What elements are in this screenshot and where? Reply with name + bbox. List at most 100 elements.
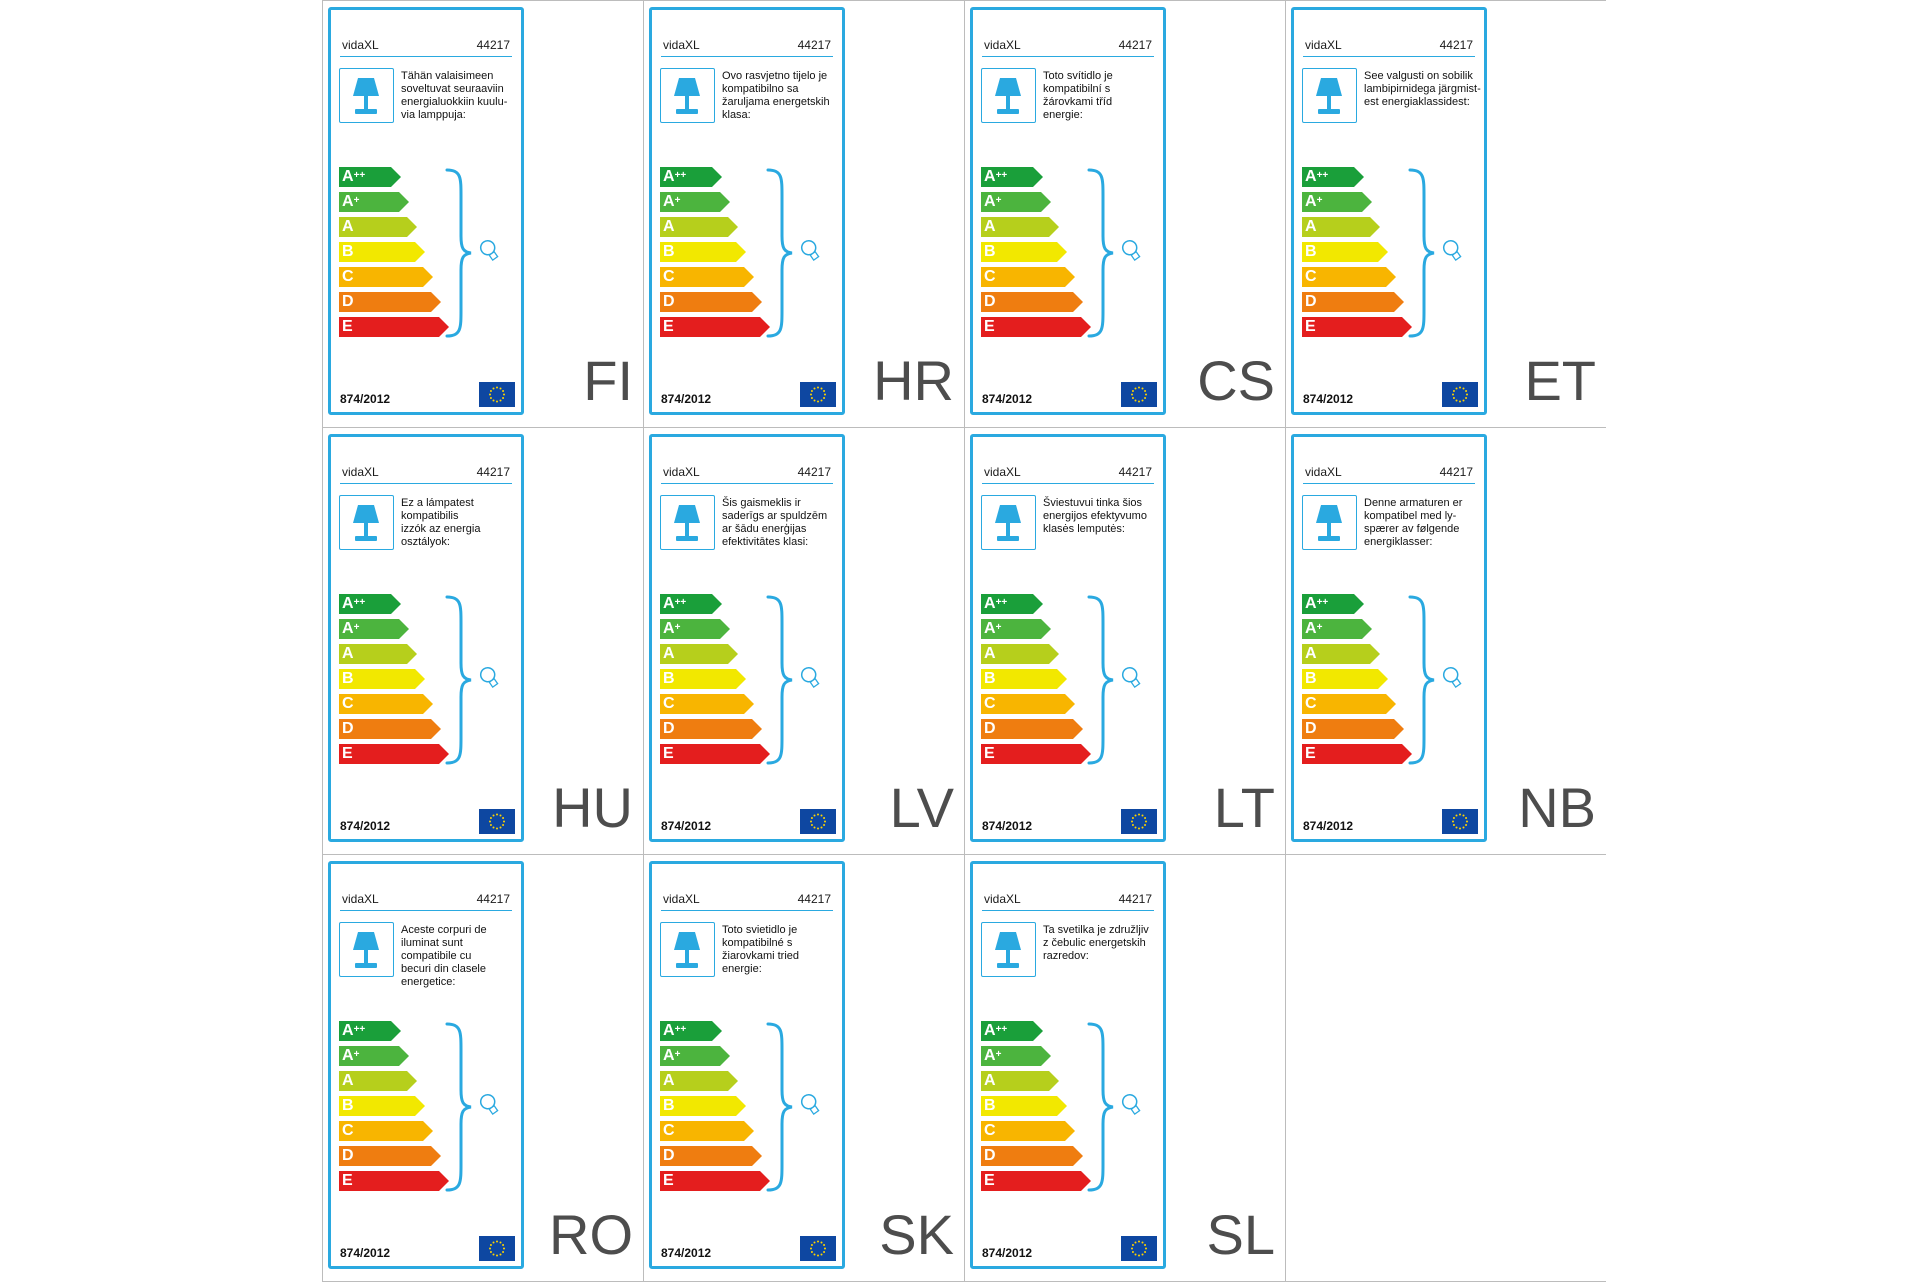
product-number: 44217 (797, 892, 831, 906)
energy-class-name: D (342, 720, 354, 737)
eu-flag-icon (1121, 1236, 1157, 1261)
energy-class-letter: D (660, 719, 675, 739)
energy-class-name: A (984, 1047, 996, 1064)
energy-class-name: A (342, 193, 354, 210)
eu-flag-icon (1442, 809, 1478, 834)
eu-flag-icon (479, 809, 515, 834)
energy-class-letter: E (1302, 317, 1316, 337)
regulation-number: 874/2012 (1303, 819, 1354, 833)
energy-class-arrow: E (981, 1171, 1091, 1191)
energy-class-letter: A++ (981, 594, 1007, 614)
energy-class-name: E (663, 745, 674, 762)
compatibility-text: Aceste corpuri de iluminat sunt compatib… (401, 924, 487, 988)
energy-class-arrow: B (660, 242, 746, 262)
energy-class-letter: A+ (1302, 619, 1322, 639)
table-lamp-icon (339, 495, 394, 550)
energy-class-letter: C (981, 267, 996, 287)
energy-class-arrow: A++ (660, 167, 722, 187)
table-lamp-icon (1302, 495, 1357, 550)
regulation-number: 874/2012 (661, 392, 712, 406)
energy-class-letter: C (660, 267, 675, 287)
label-cell: vidaXL 44217 Toto svietidlo je kompatibiln… (644, 855, 964, 1281)
label-header: vidaXL 44217 (661, 38, 833, 57)
energy-class-letter: C (339, 1121, 354, 1141)
energy-class-arrow: A++ (981, 167, 1043, 187)
compatibility-text: Ta svetilka je združljiv z čebulic energ… (1043, 924, 1149, 962)
energy-class-letter: B (1302, 242, 1317, 262)
energy-class-arrow: C (339, 1121, 433, 1141)
energy-class-arrow: B (1302, 669, 1388, 689)
light-bulb-icon (478, 1090, 502, 1125)
energy-class-arrow: D (339, 292, 441, 312)
energy-class-arrow: A (1302, 217, 1380, 237)
table-lamp-icon (981, 68, 1036, 123)
energy-class-arrow: B (981, 1096, 1067, 1116)
label-cell: vidaXL 44217 Denne armaturen er kompatibel… (1286, 428, 1606, 854)
energy-class-arrow: A+ (981, 619, 1051, 639)
curly-brace (764, 593, 794, 772)
energy-class-arrow: A+ (660, 1046, 730, 1066)
energy-class-arrow: A (339, 644, 417, 664)
light-bulb-icon (799, 1090, 823, 1125)
energy-class-arrow: B (660, 1096, 746, 1116)
regulation-number: 874/2012 (340, 1246, 391, 1260)
energy-class-letter: E (660, 317, 674, 337)
energy-class-arrow: A (339, 1071, 417, 1091)
product-number: 44217 (797, 38, 831, 52)
regulation-number: 874/2012 (982, 392, 1033, 406)
label-cell: vidaXL 44217 Šviestuvui tinka šios energij… (965, 428, 1285, 854)
energy-class-name: A (984, 1072, 996, 1089)
energy-class-name: B (663, 1097, 675, 1114)
energy-class-name: C (1305, 268, 1317, 285)
curly-brace (764, 1020, 794, 1199)
energy-class-letter: A (339, 217, 354, 237)
energy-class-suffix: + (674, 622, 681, 633)
light-bulb-icon (799, 663, 823, 698)
energy-class-letter: A++ (339, 594, 365, 614)
brand-name: vidaXL (984, 892, 1021, 906)
energy-class-arrow: C (339, 694, 433, 714)
product-number: 44217 (797, 465, 831, 479)
energy-class-name: A (984, 193, 996, 210)
energy-class-letter: A++ (981, 167, 1007, 187)
energy-class-arrow: A+ (660, 192, 730, 212)
language-code: HR (873, 349, 954, 412)
energy-class-name: B (342, 243, 354, 260)
label-header: vidaXL 44217 (1303, 38, 1475, 57)
label-header: vidaXL 44217 (982, 465, 1154, 484)
product-number: 44217 (476, 465, 510, 479)
energy-class-letter: A (1302, 217, 1317, 237)
energy-class-name: D (1305, 293, 1317, 310)
brand-name: vidaXL (342, 892, 379, 906)
energy-class-arrow: C (981, 1121, 1075, 1141)
energy-class-arrow: A+ (981, 1046, 1051, 1066)
energy-class-letter: D (1302, 719, 1317, 739)
energy-class-name: E (663, 318, 674, 335)
brand-name: vidaXL (663, 38, 700, 52)
energy-class-suffix: ++ (674, 1024, 687, 1035)
energy-class-name: B (663, 670, 675, 687)
energy-class-arrow: E (981, 744, 1091, 764)
energy-class-name: A (984, 1022, 996, 1039)
energy-class-letter: B (981, 1096, 996, 1116)
energy-class-arrow: D (981, 292, 1083, 312)
energy-class-arrow: A++ (660, 594, 722, 614)
eu-flag-icon (1121, 809, 1157, 834)
compatibility-text: Toto svítidlo je kompatibilní s žárovkam… (1043, 70, 1113, 121)
eu-flag-icon (1442, 382, 1478, 407)
language-code: HU (552, 776, 633, 839)
energy-class-name: E (984, 745, 995, 762)
energy-class-suffix: + (995, 622, 1002, 633)
energy-class-suffix: ++ (353, 170, 366, 181)
energy-class-name: A (1305, 620, 1317, 637)
energy-class-arrow: E (660, 1171, 770, 1191)
energy-class-arrow: A++ (339, 167, 401, 187)
compatibility-text: Tähän valaisimeen soveltuvat seuraaviin … (401, 70, 508, 121)
curly-brace (1085, 593, 1115, 772)
energy-class-letter: B (339, 1096, 354, 1116)
curly-brace (443, 166, 473, 345)
product-number: 44217 (1439, 465, 1473, 479)
energy-class-arrow: A (981, 1071, 1059, 1091)
energy-class-suffix: + (353, 1049, 360, 1060)
energy-class-arrow: B (339, 669, 425, 689)
